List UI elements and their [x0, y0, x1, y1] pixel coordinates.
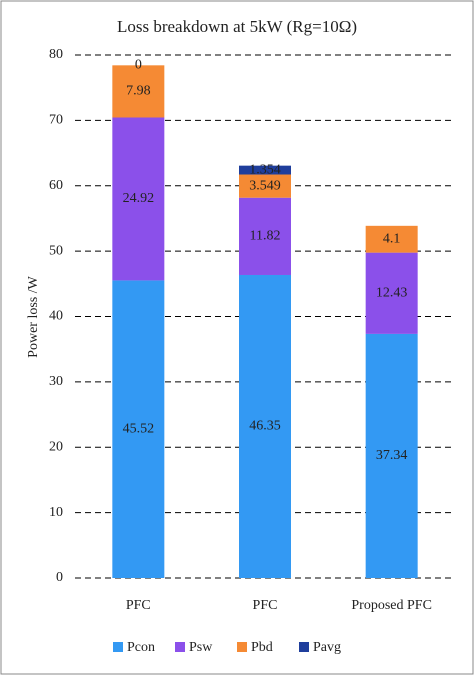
data-label: 3.549	[249, 178, 281, 193]
y-tick-label: 80	[49, 47, 63, 62]
y-axis-label: Power loss /W	[26, 275, 41, 357]
y-tick-label: 0	[56, 570, 63, 585]
bar-segment	[112, 65, 165, 118]
data-label: 12.43	[376, 285, 408, 300]
data-label: 11.82	[250, 229, 281, 244]
data-label: 46.35	[249, 419, 281, 434]
y-tick-label: 10	[49, 505, 63, 520]
bar-segment	[239, 197, 291, 275]
chart-title: Loss breakdown at 5kW (Rg=10Ω)	[117, 17, 357, 36]
bar-segment	[112, 117, 165, 281]
y-tick-label: 70	[49, 113, 63, 128]
x-tick-label: PFC	[126, 598, 151, 613]
legend-marker	[299, 642, 309, 652]
x-tick-label: PFC	[253, 598, 278, 613]
legend-marker	[175, 642, 185, 652]
data-label: 7.98	[126, 84, 151, 99]
bar-segment	[239, 274, 291, 578]
legend-label: Pavg	[313, 640, 341, 655]
y-tick-label: 20	[49, 439, 63, 454]
data-label: 45.52	[123, 421, 155, 436]
legend-marker	[113, 642, 123, 652]
y-tick-label: 50	[49, 243, 63, 258]
bar-segment	[365, 225, 418, 253]
legend-marker	[237, 642, 247, 652]
legend-label: Pcon	[127, 640, 155, 655]
bar-segment	[365, 252, 418, 334]
y-tick-label: 40	[49, 309, 63, 324]
legend-label: Pbd	[251, 640, 273, 655]
legend-label: Psw	[189, 640, 213, 655]
data-label: 4.1	[383, 231, 401, 246]
data-label: 1.354	[249, 162, 281, 177]
bar-segment	[112, 280, 165, 578]
data-label: 24.92	[123, 191, 155, 206]
data-label: 37.34	[376, 448, 408, 463]
y-tick-label: 60	[49, 178, 63, 193]
bar-segment	[365, 333, 418, 578]
x-tick-label: Proposed PFC	[351, 598, 432, 613]
y-tick-label: 30	[49, 374, 63, 389]
bar-segment	[239, 165, 291, 175]
data-label: 0	[135, 58, 142, 73]
bar-segment	[239, 174, 291, 198]
